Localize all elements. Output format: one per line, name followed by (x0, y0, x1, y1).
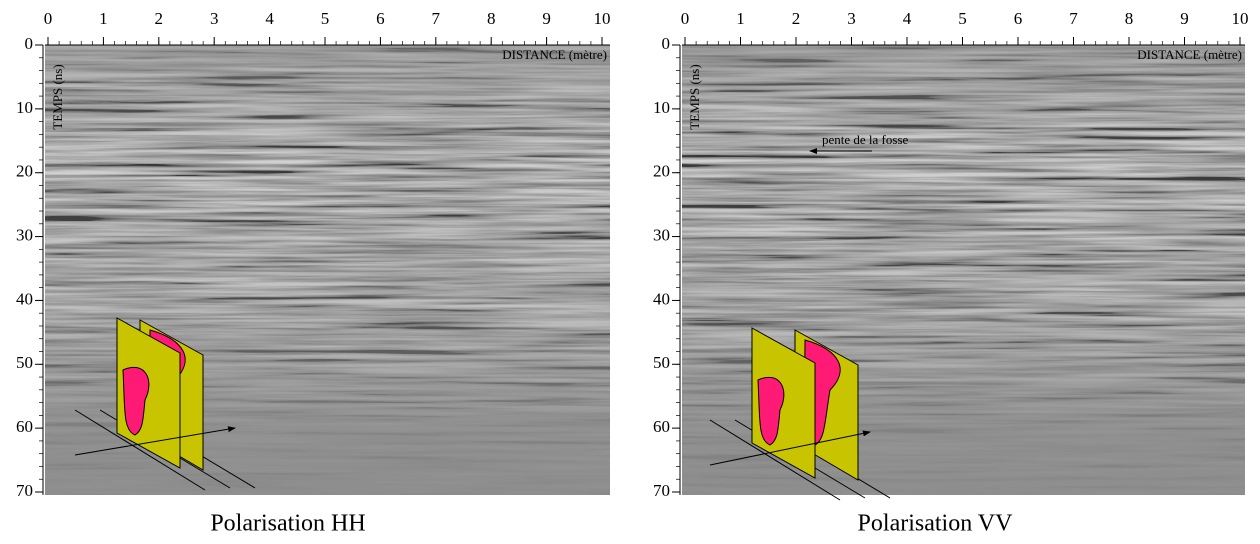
y-tick-label: 30 (653, 225, 670, 244)
x-tick-label: 7 (1069, 9, 1078, 28)
antenna-rail (74, 409, 206, 491)
radargram-panel: 0 1 2 3 4 5 6 7 8 9 10 0 10 20 30 40 50 60 70 DISTANCE (mèt… (16, 9, 611, 537)
y-tick-label: 70 (16, 481, 33, 500)
x-tick-label: 5 (321, 9, 330, 28)
y-tick-label: 0 (662, 34, 671, 53)
x-tick-label: 7 (432, 9, 441, 28)
x-tick-label: 1 (736, 9, 745, 28)
profile-arrow (74, 426, 236, 456)
x-tick-label: 6 (376, 9, 385, 28)
x-tick-label: 2 (792, 9, 801, 28)
x-tick-label: 4 (265, 9, 274, 28)
x-tick-label: 9 (1180, 9, 1189, 28)
y-tick-label: 10 (653, 98, 670, 117)
x-tick-label: 5 (958, 9, 967, 28)
y-tick-label: 70 (653, 481, 670, 500)
x-tick-label: 2 (155, 9, 164, 28)
y-tick-label: 30 (16, 225, 33, 244)
x-tick-label: 1 (99, 9, 108, 28)
y-axis-label: TEMPS (ns) (50, 64, 65, 129)
y-axis-label: TEMPS (ns) (687, 64, 702, 129)
x-tick-label: 6 (1014, 9, 1023, 28)
x-tick-label: 3 (210, 9, 219, 28)
y-tick-label: 40 (16, 289, 33, 308)
zone (122, 366, 150, 436)
y-tick-label: 10 (16, 98, 33, 117)
y-tick-label: 0 (25, 34, 34, 53)
zone (757, 376, 785, 446)
x-axis-label: DISTANCE (mètre) (502, 47, 607, 62)
y-tick-label: 50 (16, 353, 33, 372)
y-tick-label: 50 (653, 353, 670, 372)
x-tick-label: 10 (1232, 9, 1249, 28)
caption: Polarisation HH (210, 511, 365, 537)
x-tick-label: 8 (487, 9, 496, 28)
y-tick-label: 40 (653, 289, 670, 308)
x-tick-label: 10 (594, 9, 611, 28)
radargram-panel: 0 1 2 3 4 5 6 7 8 9 10 0 10 20 30 40 50 60 70 DISTANCE (mèt… (653, 9, 1249, 537)
x-tick-label: 8 (1125, 9, 1134, 28)
x-tick-label: 4 (903, 9, 912, 28)
caption: Polarisation VV (858, 511, 1014, 537)
x-tick-label: 0 (44, 9, 53, 28)
y-tick-label: 20 (653, 162, 670, 181)
antenna-rail (709, 419, 841, 501)
y-tick-label: 60 (653, 417, 670, 436)
y-tick-label: 60 (16, 417, 33, 436)
x-tick-label: 0 (681, 9, 690, 28)
profile-arrow (709, 430, 871, 466)
x-tick-label: 3 (847, 9, 856, 28)
x-axis-label: DISTANCE (mètre) (1137, 47, 1242, 62)
annotation: pente de la fosse (822, 132, 909, 147)
y-tick-label: 20 (16, 162, 33, 181)
x-tick-label: 9 (542, 9, 551, 28)
